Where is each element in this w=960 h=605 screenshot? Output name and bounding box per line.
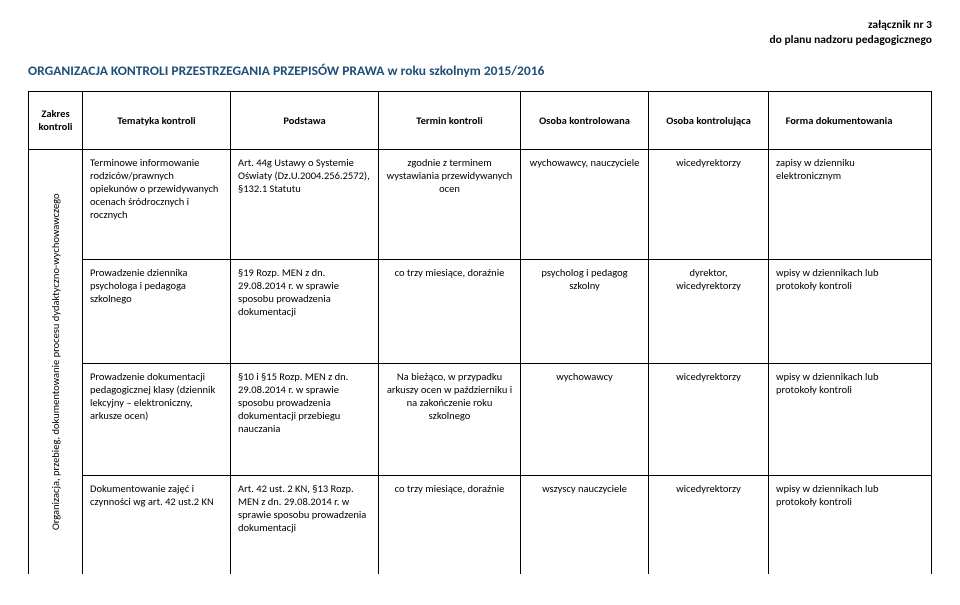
cell-tematyka: Dokumentowanie zajęć i czynności wg art.… — [83, 476, 231, 574]
zakres-body: Organizacja, przebieg, dokumentowanie pr… — [29, 150, 82, 574]
cell-termin: Na bieżąco, w przypadku arkuszy ocen w p… — [379, 364, 521, 475]
cell-termin: zgodnie z terminem wystawiania przewidyw… — [379, 150, 521, 259]
header-kontrolowana: Osoba kontrolowana — [521, 92, 649, 149]
attachment-header: załącznik nr 3 do planu nadzoru pedagogi… — [28, 18, 932, 48]
page-title: ORGANIZACJA KONTROLI PRZESTRZEGANIA PRZE… — [28, 62, 932, 79]
cell-termin: co trzy miesiące, doraźnie — [379, 260, 521, 363]
cell-termin: co trzy miesiące, doraźnie — [379, 476, 521, 574]
header-kontrolujaca: Osoba kontrolująca — [649, 92, 769, 149]
cell-kontrolujaca: wicedyrektorzy — [649, 150, 769, 259]
cell-kontrolujaca: wicedyrektorzy — [649, 476, 769, 574]
cell-tematyka: Terminowe informowanie rodziców/prawnych… — [83, 150, 231, 259]
cell-kontrolowana: wszyscy nauczyciele — [521, 476, 649, 574]
attachment-line1: załącznik nr 3 — [28, 18, 932, 33]
cell-tematyka: Prowadzenie dokumentacji pedagogicznej k… — [83, 364, 231, 475]
table-body: Tematyka kontroli Podstawa Termin kontro… — [83, 92, 931, 574]
attachment-line2: do planu nadzoru pedagogicznego — [28, 33, 932, 48]
cell-podstawa: Art. 42 ust. 2 KN, §13 Rozp. MEN z dn. 2… — [231, 476, 379, 574]
cell-kontrolujaca: dyrektor, wicedyrektorzy — [649, 260, 769, 363]
table-row: Dokumentowanie zajęć i czynności wg art.… — [83, 476, 931, 574]
cell-forma: wpisy w dziennikach lub protokoły kontro… — [769, 260, 909, 363]
cell-podstawa: §10 i §15 Rozp. MEN z dn. 29.08.2014 r. … — [231, 364, 379, 475]
cell-kontrolowana: wychowawcy, nauczyciele — [521, 150, 649, 259]
header-tematyka: Tematyka kontroli — [83, 92, 231, 149]
cell-kontrolowana: psycholog i pedagog szkolny — [521, 260, 649, 363]
cell-podstawa: Art. 44g Ustawy o Systemie Oświaty (Dz.U… — [231, 150, 379, 259]
cell-kontrolowana: wychowawcy — [521, 364, 649, 475]
zakres-column: Zakres kontroli Organizacja, przebieg, d… — [29, 92, 83, 574]
table-row: Terminowe informowanie rodziców/prawnych… — [83, 150, 931, 260]
cell-forma: zapisy w dzienniku elektronicznym — [769, 150, 909, 259]
header-zakres: Zakres kontroli — [29, 92, 82, 150]
cell-kontrolujaca: wicedyrektorzy — [649, 364, 769, 475]
table-row: Prowadzenie dokumentacji pedagogicznej k… — [83, 364, 931, 476]
header-termin: Termin kontroli — [379, 92, 521, 149]
table-row: Prowadzenie dziennika psychologa i pedag… — [83, 260, 931, 364]
header-row: Tematyka kontroli Podstawa Termin kontro… — [83, 92, 931, 150]
cell-podstawa: §19 Rozp. MEN z dn. 29.08.2014 r. w spra… — [231, 260, 379, 363]
cell-forma: wpisy w dziennikach lub protokoły kontro… — [769, 364, 909, 475]
header-forma: Forma dokumentowania — [769, 92, 909, 149]
zakres-label: Organizacja, przebieg, dokumentowanie pr… — [50, 182, 63, 542]
header-podstawa: Podstawa — [231, 92, 379, 149]
controls-table: Zakres kontroli Organizacja, przebieg, d… — [28, 91, 932, 574]
cell-forma: wpisy w dziennikach lub protokoły kontro… — [769, 476, 909, 574]
cell-tematyka: Prowadzenie dziennika psychologa i pedag… — [83, 260, 231, 363]
